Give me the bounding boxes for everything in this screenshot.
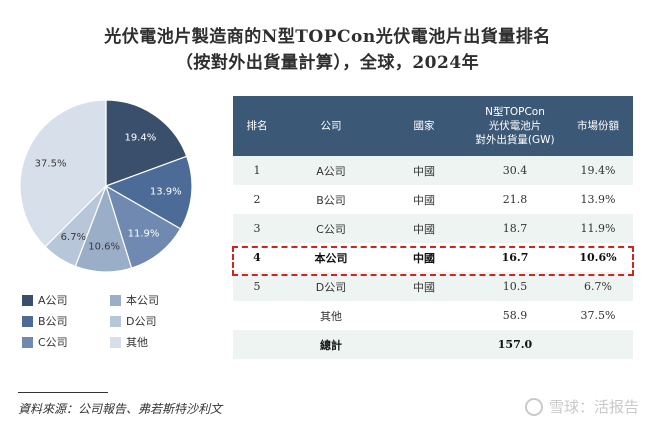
cell-shipment: 58.9 [502, 309, 528, 322]
cell-rank [233, 330, 281, 359]
cell-company: 其他 [320, 309, 342, 323]
ranking-table: 排名 公司 國家 N型TOPCon 光伏電池片 對外出貨量(GW) 市場份額 1… [233, 96, 633, 359]
cell-rank [233, 301, 281, 330]
cell-company: C公司 [281, 214, 381, 243]
cell-rank: 5 [233, 272, 281, 301]
cell-shipment: 21.8 [502, 193, 528, 206]
cell-country: 中國 [413, 193, 435, 207]
pie-label-3: 10.6% [88, 241, 120, 252]
cell-share: 11.9% [563, 214, 633, 243]
header-company: 公司 [281, 96, 381, 156]
highlight-dashed-box [232, 246, 634, 276]
watermark-text: 雪球：活报告 [548, 398, 639, 416]
legend-swatch [110, 294, 121, 306]
header-shipment-line1: N型TOPCon [485, 106, 545, 118]
snowball-logo-icon [524, 397, 543, 416]
table-header-row: 排名 公司 國家 N型TOPCon 光伏電池片 對外出貨量(GW) 市場份額 [233, 96, 633, 156]
cell-share: 13.9% [580, 193, 616, 206]
cell-country: 中國 [413, 251, 435, 265]
header-share: 市場份額 [563, 96, 633, 156]
cell-share: 6.7% [563, 272, 633, 301]
pie-label-4: 6.7% [61, 232, 86, 243]
legend-item-a: A公司 [22, 292, 68, 308]
pie-label-0: 19.4% [124, 132, 156, 143]
cell-company: A公司 [281, 156, 381, 185]
pie-slice-1 [104, 155, 193, 230]
pie-label-2: 11.9% [128, 228, 160, 239]
legend-label: 本公司 [126, 294, 159, 307]
pie-slice-0 [105, 99, 188, 187]
cell-total-shipment: 157.0 [467, 330, 563, 359]
cell-country [381, 330, 467, 359]
legend-item-d: D公司 [110, 313, 156, 329]
cell-share [563, 330, 633, 359]
pie-label-5: 37.5% [35, 159, 67, 170]
legend-item-others: 其他 [110, 334, 148, 350]
cell-company: B公司 [316, 193, 346, 207]
cell-country: 中國 [381, 272, 467, 301]
cell-rank: 3 [233, 214, 281, 243]
table-row-highlighted: 4 本公司 中國 16.7 10.6% [233, 243, 633, 272]
chart-subtitle: （按對外出貨量計算），全球，2024年 [175, 53, 480, 73]
cell-company: 本公司 [314, 251, 348, 265]
table-row: 其他 58.9 37.5% [233, 301, 633, 330]
header-country: 國家 [381, 96, 467, 156]
legend-item-b: B公司 [22, 313, 68, 329]
source-note: 資料來源：公司報告、弗若斯特沙利文 [18, 402, 223, 416]
watermark: 雪球：活报告 [524, 396, 639, 417]
cell-share: 19.4% [563, 156, 633, 185]
legend-label: 其他 [126, 336, 148, 349]
table-row: 3 C公司 中國 18.7 11.9% [233, 214, 633, 243]
cell-total-label: 總計 [281, 330, 381, 359]
chart-title: 光伏電池片製造商的N型TOPCon光伏電池片出貨量排名 [104, 27, 551, 47]
cell-shipment: 30.4 [467, 156, 563, 185]
legend-label: C公司 [38, 336, 68, 349]
cell-share: 37.5% [580, 309, 616, 322]
source-divider [18, 392, 108, 393]
header-shipment-line3: 對外出貨量(GW) [475, 134, 555, 146]
cell-share: 10.6% [579, 251, 617, 264]
table-total-row: 總計 157.0 [233, 330, 633, 359]
cell-shipment: 10.5 [467, 272, 563, 301]
legend-label: D公司 [126, 315, 157, 328]
cell-shipment: 16.7 [501, 251, 529, 264]
pie-chart: 19.4% 13.9% 11.9% 10.6%6.7% 37.5% [19, 99, 193, 273]
table-row: 5 D公司 中國 10.5 6.7% [233, 272, 633, 301]
cell-country: 中國 [381, 214, 467, 243]
cell-company: D公司 [281, 272, 381, 301]
table-row: 2 B公司 中國 21.8 13.9% [233, 185, 633, 214]
cell-rank: 4 [253, 251, 261, 264]
table-row: 1 A公司 中國 30.4 19.4% [233, 156, 633, 185]
legend-swatch [22, 294, 33, 306]
header-rank: 排名 [233, 96, 281, 156]
legend-swatch [110, 315, 121, 327]
cell-rank: 1 [233, 156, 281, 185]
cell-country [381, 301, 467, 330]
cell-country: 中國 [381, 156, 467, 185]
pie-slice-2 [104, 184, 182, 269]
legend-swatch [22, 315, 33, 327]
legend-label: A公司 [38, 294, 68, 307]
cell-rank: 2 [253, 193, 261, 206]
header-shipment: N型TOPCon 光伏電池片 對外出貨量(GW) [467, 96, 563, 156]
pie-slice-5 [19, 99, 107, 248]
legend-swatch [22, 336, 33, 348]
header-shipment-line2: 光伏電池片 [488, 120, 542, 132]
legend-item-c: C公司 [22, 334, 68, 350]
legend-label: B公司 [38, 315, 68, 328]
pie-label-1: 13.9% [150, 187, 182, 198]
cell-shipment: 18.7 [467, 214, 563, 243]
legend-swatch [110, 336, 121, 348]
legend-item-ours: 本公司 [110, 292, 159, 308]
